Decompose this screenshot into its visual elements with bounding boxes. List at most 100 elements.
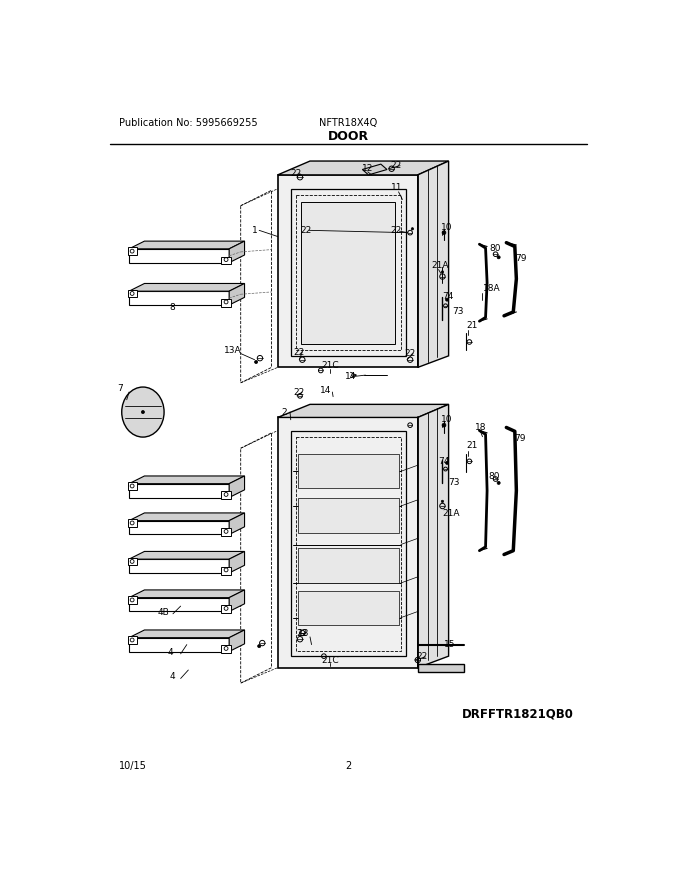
Text: NFTR18X4Q: NFTR18X4Q bbox=[319, 118, 377, 128]
Text: 14: 14 bbox=[345, 372, 356, 381]
Circle shape bbox=[442, 231, 446, 235]
Polygon shape bbox=[222, 645, 231, 653]
Text: 2: 2 bbox=[282, 407, 287, 416]
Text: 10/15: 10/15 bbox=[119, 761, 147, 771]
Text: 11: 11 bbox=[391, 184, 403, 193]
Polygon shape bbox=[222, 257, 231, 264]
Text: 22: 22 bbox=[291, 169, 302, 178]
Polygon shape bbox=[128, 596, 137, 604]
Text: 73: 73 bbox=[449, 479, 460, 488]
Polygon shape bbox=[229, 476, 245, 497]
Circle shape bbox=[445, 461, 449, 465]
Text: Publication No: 5995669255: Publication No: 5995669255 bbox=[119, 118, 258, 128]
Polygon shape bbox=[222, 605, 231, 613]
Text: 22: 22 bbox=[293, 348, 305, 356]
Polygon shape bbox=[129, 630, 245, 638]
Polygon shape bbox=[301, 202, 394, 344]
Text: 79: 79 bbox=[514, 434, 526, 443]
Circle shape bbox=[258, 644, 260, 648]
Polygon shape bbox=[129, 513, 245, 521]
Polygon shape bbox=[128, 519, 137, 527]
Circle shape bbox=[497, 256, 500, 259]
Text: DRFFTR1821QB0: DRFFTR1821QB0 bbox=[462, 708, 574, 721]
Polygon shape bbox=[128, 636, 137, 644]
Polygon shape bbox=[129, 638, 229, 651]
Text: 10: 10 bbox=[441, 415, 452, 424]
Text: 74: 74 bbox=[439, 457, 450, 466]
Polygon shape bbox=[418, 161, 449, 368]
Text: 8: 8 bbox=[170, 303, 175, 312]
Polygon shape bbox=[229, 513, 245, 534]
Polygon shape bbox=[129, 598, 229, 612]
Polygon shape bbox=[229, 630, 245, 651]
Text: 21: 21 bbox=[466, 442, 477, 451]
Circle shape bbox=[141, 410, 144, 414]
Text: 22: 22 bbox=[404, 349, 415, 358]
Polygon shape bbox=[129, 552, 245, 559]
Polygon shape bbox=[229, 241, 245, 262]
Circle shape bbox=[254, 361, 258, 363]
Text: 80: 80 bbox=[489, 473, 500, 481]
Polygon shape bbox=[222, 491, 231, 499]
Text: 80: 80 bbox=[490, 244, 501, 253]
Polygon shape bbox=[222, 299, 231, 306]
Polygon shape bbox=[418, 664, 464, 671]
Circle shape bbox=[441, 500, 443, 502]
Polygon shape bbox=[299, 498, 398, 533]
Polygon shape bbox=[222, 567, 231, 575]
Polygon shape bbox=[129, 476, 245, 484]
Polygon shape bbox=[229, 283, 245, 305]
Text: 22: 22 bbox=[293, 387, 305, 397]
Text: 13A: 13A bbox=[224, 346, 241, 355]
Circle shape bbox=[441, 271, 443, 273]
Text: 22: 22 bbox=[391, 226, 402, 235]
Text: 4: 4 bbox=[170, 672, 175, 681]
Polygon shape bbox=[129, 283, 245, 291]
Circle shape bbox=[411, 228, 413, 230]
Text: 21C: 21C bbox=[322, 656, 339, 664]
Text: 4: 4 bbox=[167, 648, 173, 656]
Circle shape bbox=[497, 481, 500, 484]
Polygon shape bbox=[299, 590, 398, 626]
Text: 22: 22 bbox=[300, 226, 311, 235]
Text: DOOR: DOOR bbox=[328, 130, 369, 143]
Polygon shape bbox=[129, 590, 245, 598]
Polygon shape bbox=[129, 291, 229, 305]
Text: 7: 7 bbox=[118, 384, 123, 392]
Polygon shape bbox=[277, 161, 449, 175]
Polygon shape bbox=[277, 417, 418, 668]
Polygon shape bbox=[277, 405, 449, 417]
Text: 18A: 18A bbox=[483, 283, 501, 292]
Polygon shape bbox=[129, 521, 229, 534]
Text: 14: 14 bbox=[320, 386, 331, 395]
Polygon shape bbox=[129, 241, 245, 249]
Text: 4B: 4B bbox=[158, 608, 169, 617]
Text: 21A: 21A bbox=[431, 261, 448, 270]
Polygon shape bbox=[128, 290, 137, 297]
Polygon shape bbox=[229, 590, 245, 612]
Text: 15: 15 bbox=[444, 640, 456, 649]
Circle shape bbox=[442, 423, 446, 427]
Polygon shape bbox=[128, 247, 137, 255]
Polygon shape bbox=[128, 482, 137, 490]
Polygon shape bbox=[277, 175, 418, 368]
Polygon shape bbox=[299, 548, 398, 583]
Text: 22: 22 bbox=[416, 652, 428, 662]
Text: 12: 12 bbox=[362, 165, 374, 173]
Circle shape bbox=[445, 298, 449, 301]
Polygon shape bbox=[129, 559, 229, 573]
Text: 22: 22 bbox=[391, 161, 402, 170]
Polygon shape bbox=[129, 249, 229, 262]
Text: 18: 18 bbox=[475, 423, 486, 432]
Text: 74: 74 bbox=[443, 292, 454, 301]
Text: 1: 1 bbox=[252, 226, 258, 235]
Text: 2: 2 bbox=[345, 761, 352, 771]
Polygon shape bbox=[299, 454, 398, 488]
Text: 79: 79 bbox=[515, 253, 527, 262]
Polygon shape bbox=[418, 405, 449, 668]
Polygon shape bbox=[129, 484, 229, 497]
Text: 13: 13 bbox=[299, 629, 310, 638]
Text: 22: 22 bbox=[296, 629, 307, 638]
Polygon shape bbox=[128, 558, 137, 565]
Ellipse shape bbox=[122, 387, 164, 437]
